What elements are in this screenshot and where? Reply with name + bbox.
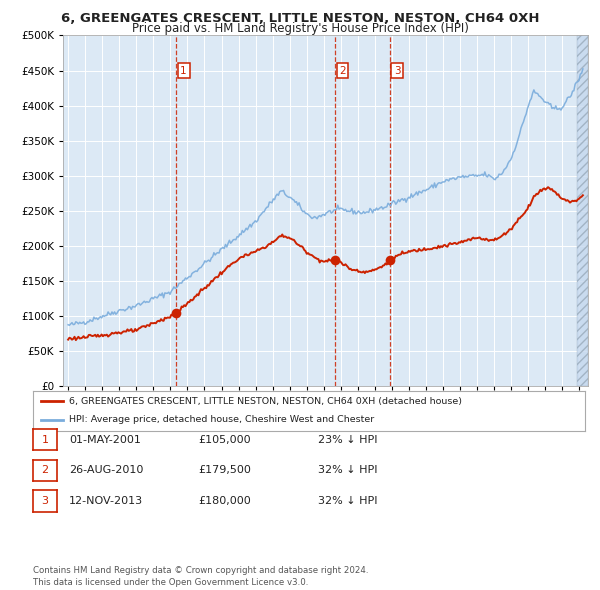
Text: 1: 1 — [41, 435, 49, 444]
Text: £105,000: £105,000 — [198, 435, 251, 444]
Text: 6, GREENGATES CRESCENT, LITTLE NESTON, NESTON, CH64 0XH: 6, GREENGATES CRESCENT, LITTLE NESTON, N… — [61, 12, 539, 25]
Text: Contains HM Land Registry data © Crown copyright and database right 2024.
This d: Contains HM Land Registry data © Crown c… — [33, 566, 368, 587]
Text: 3: 3 — [41, 496, 49, 506]
Text: Price paid vs. HM Land Registry's House Price Index (HPI): Price paid vs. HM Land Registry's House … — [131, 22, 469, 35]
Text: 32% ↓ HPI: 32% ↓ HPI — [318, 496, 377, 506]
Text: 26-AUG-2010: 26-AUG-2010 — [69, 466, 143, 475]
Text: £179,500: £179,500 — [198, 466, 251, 475]
Text: HPI: Average price, detached house, Cheshire West and Chester: HPI: Average price, detached house, Ches… — [69, 415, 374, 424]
Text: £180,000: £180,000 — [198, 496, 251, 506]
Text: 12-NOV-2013: 12-NOV-2013 — [69, 496, 143, 506]
Text: 3: 3 — [394, 65, 401, 76]
Text: 2: 2 — [339, 65, 346, 76]
Text: 23% ↓ HPI: 23% ↓ HPI — [318, 435, 377, 444]
Text: 01-MAY-2001: 01-MAY-2001 — [69, 435, 141, 444]
Text: 2: 2 — [41, 466, 49, 475]
Text: 1: 1 — [180, 65, 187, 76]
Bar — [577, 35, 588, 386]
Text: 32% ↓ HPI: 32% ↓ HPI — [318, 466, 377, 475]
Text: 6, GREENGATES CRESCENT, LITTLE NESTON, NESTON, CH64 0XH (detached house): 6, GREENGATES CRESCENT, LITTLE NESTON, N… — [69, 397, 462, 406]
